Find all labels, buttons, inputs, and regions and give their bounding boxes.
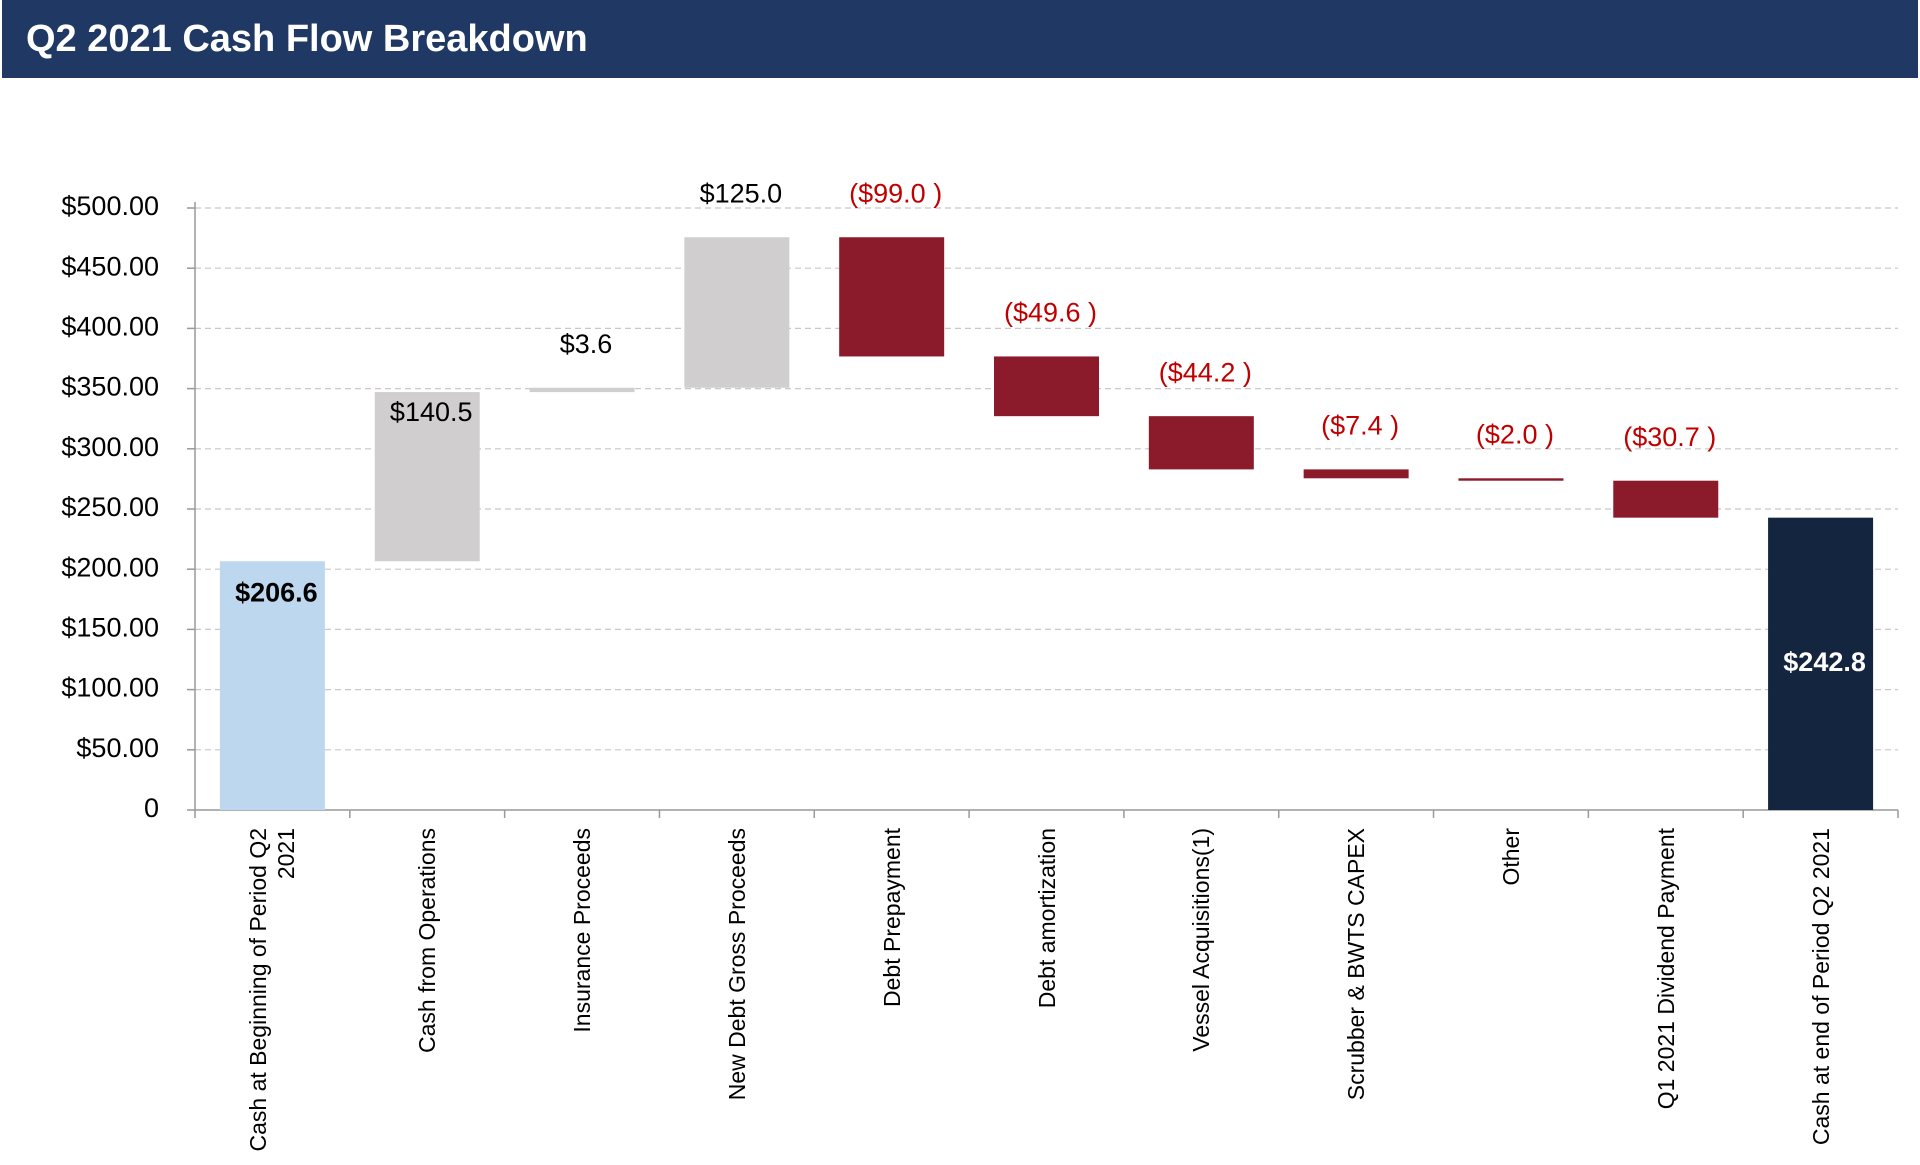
bar (374, 392, 480, 562)
value-label: $125.0 (700, 178, 783, 208)
x-tick-label: Cash at end of Period Q2 2021 (1807, 828, 1834, 1146)
y-tick-label: $150.00 (61, 613, 159, 643)
y-tick-label: $100.00 (61, 673, 159, 703)
y-tick-label: $350.00 (61, 372, 159, 402)
y-tick-label: 0 (144, 793, 159, 823)
x-tick-label: Debt Prepayment (878, 828, 905, 1007)
x-tick-label: Debt amortization (1033, 828, 1060, 1009)
bar (219, 561, 325, 810)
bar (684, 237, 790, 388)
y-tick-label: $500.00 (61, 191, 159, 221)
bar (1768, 517, 1874, 810)
y-tick-label: $200.00 (61, 552, 159, 582)
x-tick-label: Insurance Proceeds (569, 828, 596, 1033)
value-label: ($30.7 ) (1623, 422, 1716, 452)
y-tick-label: $450.00 (61, 251, 159, 281)
x-tick-label: Other (1497, 828, 1524, 886)
value-label: ($2.0 ) (1476, 419, 1554, 449)
bar (1148, 416, 1254, 470)
value-label: ($99.0 ) (849, 178, 942, 208)
y-tick-label: $50.00 (76, 733, 159, 763)
y-tick-label: $300.00 (61, 432, 159, 462)
x-tick-label: Vessel Acquisitions(1) (1188, 828, 1215, 1052)
bar (1613, 480, 1719, 518)
value-label: ($7.4 ) (1321, 411, 1399, 441)
value-label: ($49.6 ) (1004, 298, 1097, 328)
bar (1303, 469, 1409, 479)
x-tick-label: New Debt Gross Proceeds (723, 828, 750, 1101)
x-tick-label: Scrubber & BWTS CAPEX (1343, 828, 1370, 1101)
value-label: $242.8 (1783, 647, 1866, 677)
value-label: $3.6 (560, 329, 613, 359)
x-tick-label: Q1 2021 Dividend Payment (1652, 828, 1679, 1110)
value-label: $140.5 (390, 397, 473, 427)
bar (529, 387, 635, 393)
y-tick-label: $250.00 (61, 492, 159, 522)
value-label: $206.6 (235, 577, 318, 607)
bar (1458, 478, 1564, 481)
bar (994, 356, 1099, 417)
header-bar: Q2 2021 Cash Flow Breakdown (2, 0, 1918, 78)
bar (839, 237, 945, 357)
value-label: ($44.2 ) (1159, 357, 1252, 387)
y-tick-label: $400.00 (61, 312, 159, 342)
chart-title: Q2 2021 Cash Flow Breakdown (26, 18, 588, 60)
x-tick-label: Cash at Beginning of Period Q2 2021 (245, 828, 300, 1152)
x-tick-label: Cash from Operations (414, 828, 441, 1053)
